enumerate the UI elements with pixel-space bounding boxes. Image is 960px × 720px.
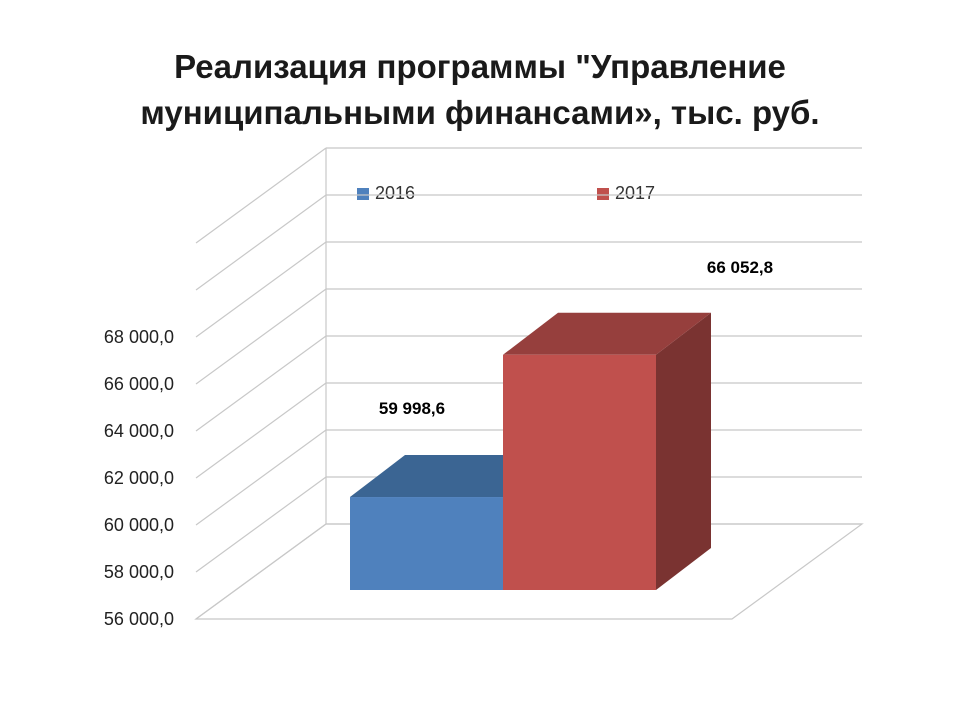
legend-swatch-2016 [357, 187, 369, 200]
data-label-2017: 66 052,8 [707, 258, 773, 277]
bar-2017 [503, 312, 711, 590]
chart-title-line-1: Реализация программы "Управление [174, 48, 786, 85]
side-gridline [195, 382, 327, 479]
bars [350, 312, 711, 590]
bar-side-2017 [656, 312, 711, 590]
y-tick-label: 60 000,0 [104, 515, 174, 535]
y-tick-label: 56 000,0 [104, 609, 174, 629]
side-gridline [195, 288, 327, 385]
y-tick-label: 68 000,0 [104, 327, 174, 347]
bar-top-2017 [503, 312, 711, 355]
legend-item-2017: 2017 [597, 183, 655, 204]
legend-label-2017: 2017 [615, 183, 656, 203]
legend-item-2016: 2016 [357, 183, 415, 204]
chart-title: Реализация программы "Управление муницип… [0, 44, 960, 136]
legend-label-2016: 2016 [375, 183, 416, 203]
bar-front-2016 [350, 497, 503, 590]
y-tick-label: 58 000,0 [104, 562, 174, 582]
legend-swatch-2017 [597, 187, 609, 200]
side-gridline [195, 335, 327, 432]
side-gridline [195, 241, 327, 338]
chart-walls [194, 147, 864, 620]
bar-front-2017 [503, 354, 656, 590]
y-tick-label: 64 000,0 [104, 421, 174, 441]
y-axis-tick-labels: 56 000,0 58 000,0 60 000,0 62 000,0 64 000,0… [104, 327, 174, 629]
side-gridline [195, 476, 327, 573]
side-gridline [195, 194, 327, 291]
chart-title-line-2: муниципальными финансами», тыс. руб. [140, 94, 820, 131]
y-tick-label: 66 000,0 [104, 374, 174, 394]
data-label-2016: 59 998,6 [379, 399, 445, 418]
side-gridline [195, 523, 327, 620]
data-labels: 59 998,6 66 052,8 [379, 258, 773, 418]
y-tick-label: 62 000,0 [104, 468, 174, 488]
side-gridline [195, 429, 327, 526]
chart-legend: 2016 2017 [0, 183, 960, 207]
side-gridline [195, 147, 327, 244]
